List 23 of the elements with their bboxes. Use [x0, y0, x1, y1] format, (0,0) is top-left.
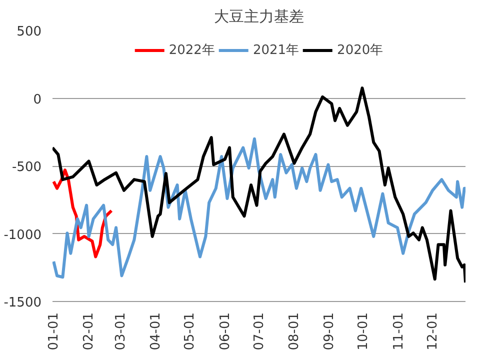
- x-tick-label: 01-01: [46, 312, 62, 350]
- legend-label: 2020年: [337, 42, 384, 59]
- legend-label: 2022年: [168, 42, 215, 59]
- x-tick-label: 03-01: [113, 312, 128, 350]
- y-tick-label: -1500: [4, 296, 42, 310]
- y-tick-label: -1000: [4, 228, 42, 243]
- line-series: [52, 137, 466, 279]
- y-tick-label: 0: [33, 92, 42, 108]
- x-tick-label: 06-01: [218, 312, 233, 350]
- chart-title: 大豆主力基差: [214, 8, 304, 26]
- x-tick-label: 05-01: [182, 312, 198, 350]
- legend-label: 2021年: [252, 42, 300, 59]
- x-tick-label: 12-01: [425, 312, 440, 350]
- line-series: [52, 86, 466, 284]
- x-tick-label: 10-01: [356, 312, 372, 350]
- y-tick-label: -500: [12, 160, 42, 175]
- x-tick-label: 07-01: [252, 312, 267, 350]
- x-tick-label: 02-01: [82, 312, 97, 350]
- x-tick-label: 04-01: [148, 312, 164, 350]
- y-tick-label: 500: [16, 24, 42, 40]
- x-tick-label: 08-01: [287, 312, 302, 350]
- x-tick-label: 11-01: [391, 312, 406, 350]
- x-tick-label: 09-01: [322, 312, 338, 350]
